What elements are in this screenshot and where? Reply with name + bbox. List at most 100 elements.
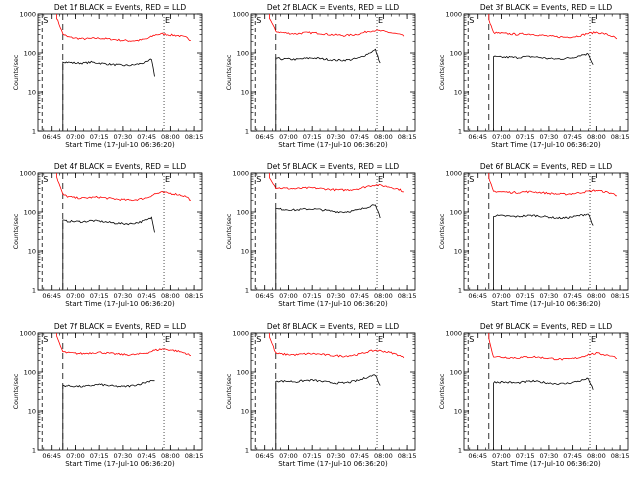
x-tick-label: 08:00 bbox=[161, 133, 180, 141]
end-marker-label: E bbox=[591, 16, 596, 25]
x-tick-label: 06:45 bbox=[42, 452, 61, 460]
detector-panel-5: Det 5f BLACK = Events, RED = LLD 1 10 100 10… bbox=[225, 162, 416, 308]
x-tick-label: 08:00 bbox=[374, 452, 393, 460]
x-tick-label: 08:15 bbox=[611, 133, 630, 141]
x-axis-label: Start Time (17-Jul-10 06:36:20) bbox=[278, 460, 388, 468]
panel-title: Det 1f BLACK = Events, RED = LLD bbox=[54, 3, 187, 12]
y-tick-label: 1000 bbox=[232, 170, 249, 178]
detector-panel-9: Det 9f BLACK = Events, RED = LLD 1 10 100 10… bbox=[438, 322, 629, 468]
x-tick-label: 07:30 bbox=[327, 292, 346, 300]
end-marker-label: E bbox=[378, 335, 383, 344]
y-axis-label: Counts/sec bbox=[438, 54, 446, 90]
y-tick-label: 1000 bbox=[445, 11, 462, 19]
x-axis-label: Start Time (17-Jul-10 06:36:20) bbox=[278, 141, 388, 149]
x-tick-label: 08:15 bbox=[398, 292, 417, 300]
y-tick-label: 100 bbox=[24, 50, 36, 58]
x-tick-label: 07:15 bbox=[90, 292, 109, 300]
start-marker-label: S bbox=[469, 175, 474, 184]
y-tick-label: 1 bbox=[245, 128, 249, 136]
start-marker-label: S bbox=[43, 335, 48, 344]
x-tick-label: 08:00 bbox=[374, 292, 393, 300]
x-tick-label: 07:15 bbox=[90, 452, 109, 460]
end-marker-label: E bbox=[165, 16, 170, 25]
y-tick-label: 1 bbox=[32, 128, 36, 136]
start-marker-label: S bbox=[43, 175, 48, 184]
x-tick-label: 07:15 bbox=[90, 133, 109, 141]
panel-title: Det 2f BLACK = Events, RED = LLD bbox=[267, 3, 400, 12]
detector-panel-4: Det 4f BLACK = Events, RED = LLD 1 10 100 10… bbox=[12, 162, 203, 308]
lld-series-line bbox=[269, 14, 405, 37]
x-tick-label: 08:00 bbox=[161, 452, 180, 460]
x-tick-label: 07:15 bbox=[516, 292, 535, 300]
x-tick-label: 06:45 bbox=[255, 292, 274, 300]
y-tick-label: 10 bbox=[241, 408, 249, 416]
panel-title: Det 8f BLACK = Events, RED = LLD bbox=[267, 322, 400, 331]
start-marker-label: S bbox=[469, 16, 474, 25]
lld-series-line bbox=[56, 333, 192, 357]
plot-frame bbox=[463, 172, 629, 291]
events-series-line bbox=[493, 377, 594, 450]
detector-panel-1: Det 1f BLACK = Events, RED = LLD 1 10 100 10… bbox=[12, 3, 203, 149]
y-tick-label: 10 bbox=[241, 248, 249, 256]
y-axis-label: Counts/sec bbox=[12, 54, 20, 90]
y-tick-label: 1000 bbox=[445, 330, 462, 338]
y-tick-label: 100 bbox=[450, 209, 462, 217]
x-tick-label: 07:00 bbox=[279, 292, 298, 300]
x-tick-label: 07:45 bbox=[563, 452, 582, 460]
x-axis-label: Start Time (17-Jul-10 06:36:20) bbox=[491, 141, 601, 149]
y-tick-label: 1 bbox=[32, 447, 36, 455]
x-tick-label: 08:00 bbox=[587, 452, 606, 460]
y-tick-label: 1 bbox=[458, 447, 462, 455]
y-tick-label: 10 bbox=[454, 248, 462, 256]
start-marker-label: S bbox=[256, 16, 261, 25]
x-tick-label: 07:15 bbox=[516, 452, 535, 460]
events-series-line bbox=[493, 52, 594, 131]
x-tick-label: 06:45 bbox=[468, 292, 487, 300]
y-tick-label: 10 bbox=[454, 408, 462, 416]
panel-title: Det 4f BLACK = Events, RED = LLD bbox=[54, 162, 187, 171]
x-tick-label: 08:00 bbox=[587, 292, 606, 300]
end-marker-label: E bbox=[165, 335, 170, 344]
events-series-line bbox=[275, 48, 381, 131]
x-tick-label: 06:45 bbox=[42, 292, 61, 300]
panel-title: Det 7f BLACK = Events, RED = LLD bbox=[54, 322, 187, 331]
panel-title: Det 9f BLACK = Events, RED = LLD bbox=[480, 322, 613, 331]
x-tick-label: 08:15 bbox=[185, 292, 204, 300]
plot-frame bbox=[463, 13, 629, 132]
y-axis-label: Counts/sec bbox=[12, 213, 20, 249]
detector-panel-6: Det 6f BLACK = Events, RED = LLD 1 10 100 10… bbox=[438, 162, 629, 308]
x-tick-label: 07:15 bbox=[303, 133, 322, 141]
y-tick-label: 100 bbox=[450, 50, 462, 58]
x-tick-label: 07:30 bbox=[540, 452, 559, 460]
start-marker-label: S bbox=[469, 335, 474, 344]
x-tick-label: 06:45 bbox=[255, 133, 274, 141]
detector-panel-8: Det 8f BLACK = Events, RED = LLD 1 10 100 10… bbox=[225, 322, 416, 468]
y-tick-label: 100 bbox=[24, 369, 36, 377]
lld-series-line bbox=[488, 333, 618, 361]
x-tick-label: 07:30 bbox=[114, 452, 133, 460]
x-tick-label: 08:00 bbox=[587, 133, 606, 141]
x-tick-label: 08:15 bbox=[611, 452, 630, 460]
x-tick-label: 07:00 bbox=[66, 133, 85, 141]
end-marker-label: E bbox=[591, 175, 596, 184]
x-tick-label: 07:45 bbox=[137, 292, 156, 300]
x-tick-label: 07:00 bbox=[66, 452, 85, 460]
x-tick-label: 07:45 bbox=[350, 133, 369, 141]
x-axis-label: Start Time (17-Jul-10 06:36:20) bbox=[278, 300, 388, 308]
start-marker-label: S bbox=[43, 16, 48, 25]
lld-series-line bbox=[488, 14, 618, 40]
x-tick-label: 07:30 bbox=[540, 292, 559, 300]
x-tick-label: 07:45 bbox=[350, 452, 369, 460]
lld-series-line bbox=[488, 173, 617, 197]
x-tick-label: 08:00 bbox=[161, 292, 180, 300]
lld-series-line bbox=[269, 173, 404, 193]
x-tick-label: 07:15 bbox=[516, 133, 535, 141]
lld-series-line bbox=[56, 173, 191, 202]
y-tick-label: 1000 bbox=[19, 11, 36, 19]
y-tick-label: 1 bbox=[245, 447, 249, 455]
x-axis-label: Start Time (17-Jul-10 06:36:20) bbox=[65, 141, 175, 149]
y-axis-label: Counts/sec bbox=[225, 54, 233, 90]
y-tick-label: 100 bbox=[237, 50, 249, 58]
x-tick-label: 07:00 bbox=[492, 133, 511, 141]
